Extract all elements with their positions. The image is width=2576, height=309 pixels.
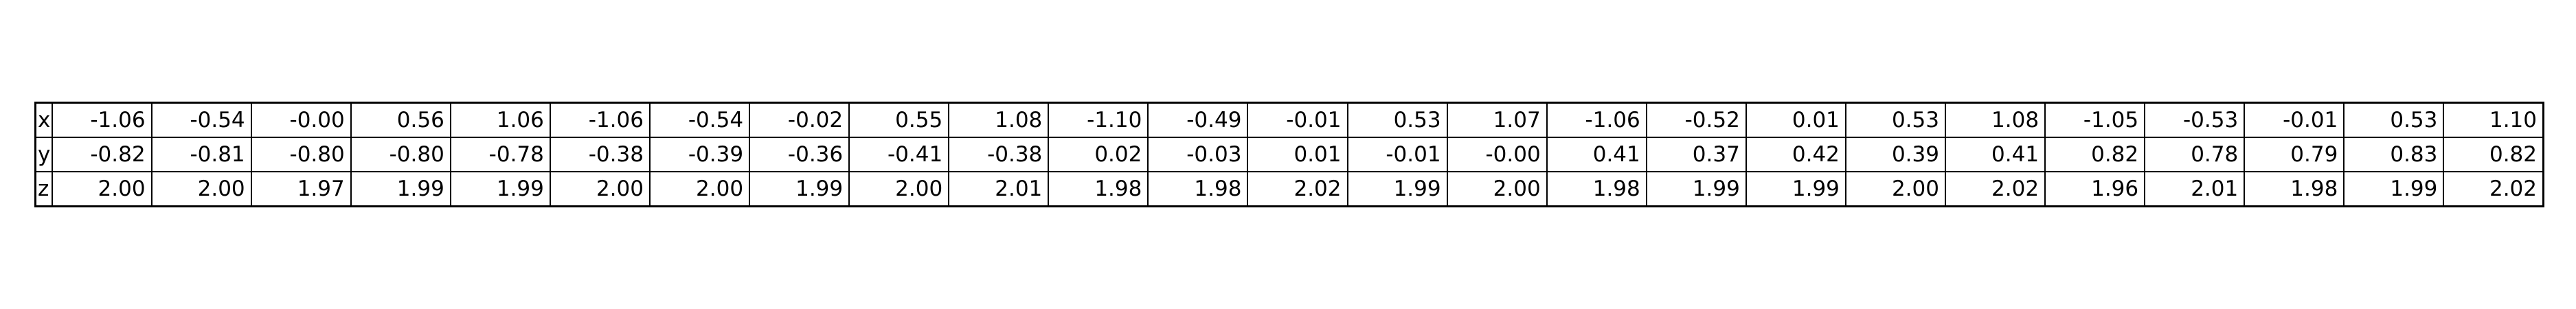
table-cell-x-20: 1.08 xyxy=(1944,102,2046,138)
table-cell-x-18: 0.01 xyxy=(1745,102,1846,138)
table-cell-y-25: 0.82 xyxy=(2443,137,2544,172)
table-cell-z-21: 1.96 xyxy=(2044,171,2146,207)
table-cell-y-19: 0.39 xyxy=(1844,137,1946,172)
table-cell-z-19: 2.00 xyxy=(1844,171,1946,207)
table-cell-x-7: -0.54 xyxy=(648,102,751,138)
table-cell-x-15: 1.07 xyxy=(1446,102,1548,138)
table-cell-z-5: 1.99 xyxy=(449,171,551,207)
table-cell-z-18: 1.99 xyxy=(1745,171,1846,207)
table-cell-x-13: -0.01 xyxy=(1247,102,1348,138)
table-cell-z-4: 1.99 xyxy=(350,171,451,207)
table-cell-y-9: -0.41 xyxy=(848,137,950,172)
table-cell-z-23: 1.98 xyxy=(2244,171,2345,207)
table-cell-z-9: 2.00 xyxy=(848,171,950,207)
table-cell-z-20: 2.02 xyxy=(1944,171,2046,207)
table-cell-z-12: 1.98 xyxy=(1147,171,1249,207)
table-cell-y-6: -0.38 xyxy=(549,137,651,172)
table-cell-y-8: -0.36 xyxy=(749,137,850,172)
table-cell-y-11: 0.02 xyxy=(1048,137,1149,172)
table-cell-y-13: 0.01 xyxy=(1247,137,1348,172)
table-cell-y-1: -0.82 xyxy=(51,137,152,172)
table-cell-x-10: 1.08 xyxy=(948,102,1050,138)
data-table: x -1.06 -0.54 -0.00 0.56 1.06 -1.06 -0.54 -0.02 0… xyxy=(34,102,2544,207)
table-cell-z-17: 1.99 xyxy=(1645,171,1747,207)
table-cell-y-18: 0.42 xyxy=(1745,137,1846,172)
table-cell-z-6: 2.00 xyxy=(549,171,651,207)
table-cell-x-1: -1.06 xyxy=(51,102,152,138)
table-cell-x-24: 0.53 xyxy=(2343,102,2445,138)
table-cell-x-12: -0.49 xyxy=(1147,102,1249,138)
row-label-z: z xyxy=(34,171,53,207)
table-cell-z-7: 2.00 xyxy=(648,171,751,207)
row-label-x: x xyxy=(34,102,53,138)
table-cell-x-17: -0.52 xyxy=(1645,102,1747,138)
table-cell-z-25: 2.02 xyxy=(2443,171,2544,207)
table-cell-z-3: 1.97 xyxy=(250,171,352,207)
table-cell-y-17: 0.37 xyxy=(1645,137,1747,172)
table-cell-y-14: -0.01 xyxy=(1346,137,1448,172)
table-cell-x-3: -0.00 xyxy=(250,102,352,138)
table-cell-x-4: 0.56 xyxy=(350,102,451,138)
table-cell-z-14: 1.99 xyxy=(1346,171,1448,207)
table-cell-y-7: -0.39 xyxy=(648,137,751,172)
table-cell-y-21: 0.82 xyxy=(2044,137,2146,172)
table-cell-x-8: -0.02 xyxy=(749,102,850,138)
table-cell-y-5: -0.78 xyxy=(449,137,551,172)
table-cell-y-20: 0.41 xyxy=(1944,137,2046,172)
table-cell-y-15: -0.00 xyxy=(1446,137,1548,172)
table-cell-z-15: 2.00 xyxy=(1446,171,1548,207)
table-cell-y-22: 0.78 xyxy=(2144,137,2246,172)
table-cell-z-13: 2.02 xyxy=(1247,171,1348,207)
table-cell-z-24: 1.99 xyxy=(2343,171,2445,207)
table-row-z: z 2.00 2.00 1.97 1.99 1.99 2.00 2.00 1.99 2.00 2.0… xyxy=(34,171,2544,207)
row-label-y: y xyxy=(34,137,53,172)
table-cell-z-1: 2.00 xyxy=(51,171,152,207)
table-cell-z-8: 1.99 xyxy=(749,171,850,207)
table-cell-x-23: -0.01 xyxy=(2244,102,2345,138)
table-cell-z-22: 2.01 xyxy=(2144,171,2246,207)
table-cell-y-2: -0.81 xyxy=(150,137,252,172)
table-cell-y-16: 0.41 xyxy=(1546,137,1647,172)
table-row-y: y -0.82 -0.81 -0.80 -0.80 -0.78 -0.38 -0.39 -0.3… xyxy=(34,137,2544,172)
table-cell-z-2: 2.00 xyxy=(150,171,252,207)
table-cell-x-16: -1.06 xyxy=(1546,102,1647,138)
table-cell-x-14: 0.53 xyxy=(1346,102,1448,138)
table-cell-y-10: -0.38 xyxy=(948,137,1050,172)
table-cell-x-21: -1.05 xyxy=(2044,102,2146,138)
table-cell-x-11: -1.10 xyxy=(1048,102,1149,138)
table-cell-x-5: 1.06 xyxy=(449,102,551,138)
table-cell-y-3: -0.80 xyxy=(250,137,352,172)
table-cell-x-9: 0.55 xyxy=(848,102,950,138)
table-cell-x-25: 1.10 xyxy=(2443,102,2544,138)
table-row-x: x -1.06 -0.54 -0.00 0.56 1.06 -1.06 -0.54 -0.02 0… xyxy=(34,102,2544,138)
table-cell-x-22: -0.53 xyxy=(2144,102,2246,138)
table-cell-x-19: 0.53 xyxy=(1844,102,1946,138)
table-cell-z-10: 2.01 xyxy=(948,171,1050,207)
table-cell-z-11: 1.98 xyxy=(1048,171,1149,207)
table-cell-y-24: 0.83 xyxy=(2343,137,2445,172)
table-cell-x-2: -0.54 xyxy=(150,102,252,138)
table-cell-x-6: -1.06 xyxy=(549,102,651,138)
table-cell-y-12: -0.03 xyxy=(1147,137,1249,172)
table-cell-z-16: 1.98 xyxy=(1546,171,1647,207)
table-cell-y-4: -0.80 xyxy=(350,137,451,172)
table-cell-y-23: 0.79 xyxy=(2244,137,2345,172)
